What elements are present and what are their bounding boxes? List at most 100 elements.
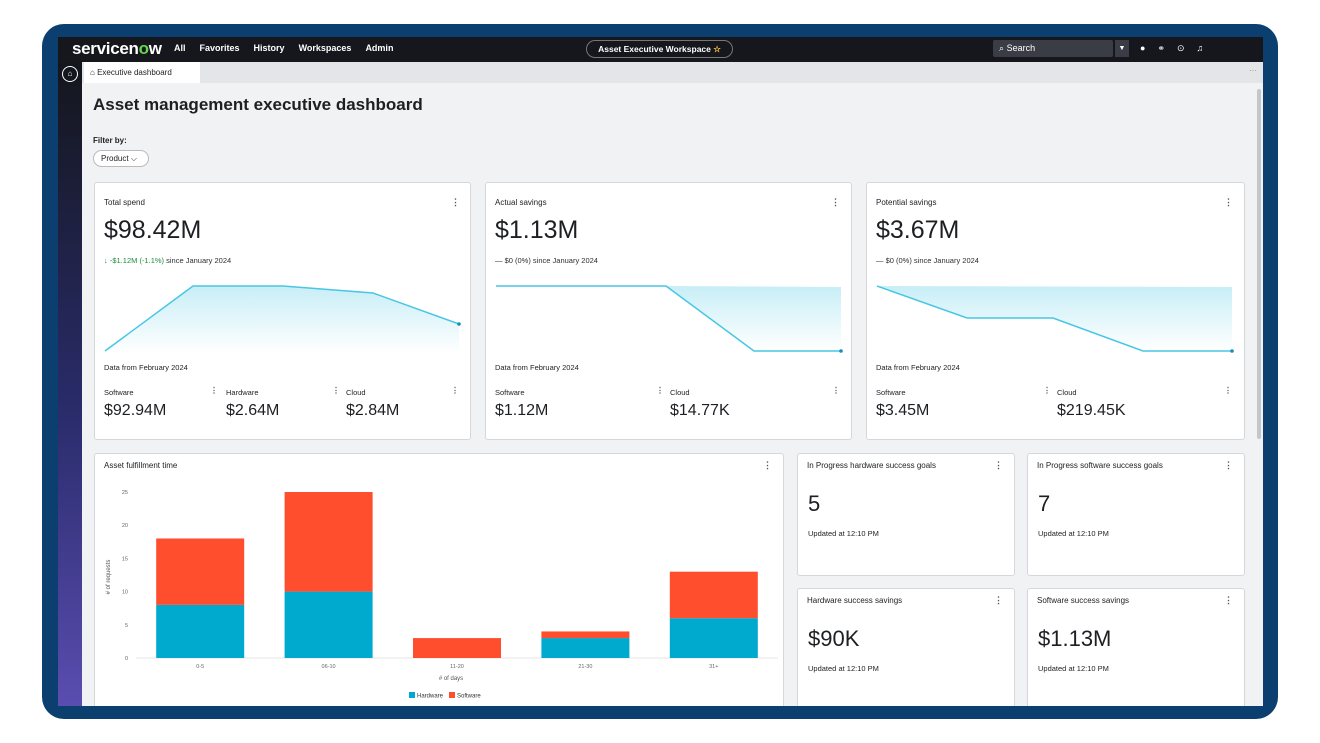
software-value: $1.12M xyxy=(495,402,549,419)
software-kebab-icon[interactable]: ⋮ xyxy=(1043,386,1051,395)
star-icon[interactable]: ☆ xyxy=(713,44,721,54)
updated-label: Updated at 12:10 PM xyxy=(1038,664,1109,673)
total-spend-card: Total spend ⋮ $98.42M ↓ -$1.12M (-1.1%) … xyxy=(94,182,471,440)
nav-admin[interactable]: Admin xyxy=(365,43,394,53)
x-tick-label: 11-20 xyxy=(450,664,464,670)
legend-software-label[interactable]: Software xyxy=(457,694,481,700)
arrow-down-icon: ↓ xyxy=(104,256,108,265)
y-tick-label: 25 xyxy=(122,490,128,496)
kebab-menu-icon[interactable]: ⋮ xyxy=(451,197,460,207)
hardware-savings-value: $90K xyxy=(808,626,860,651)
cloud-value: $2.84M xyxy=(346,402,400,419)
top-navigation-bar: servicenow All Favorites History Workspa… xyxy=(58,37,1263,62)
potential-savings-delta: — $0 (0%) since January 2024 xyxy=(876,256,979,265)
page-title: Asset management executive dashboard xyxy=(93,95,423,114)
software-goals-value: 7 xyxy=(1038,491,1051,516)
search-icon: ⌕ xyxy=(999,43,1005,53)
bar-software-31+[interactable] xyxy=(669,571,758,619)
bar-hardware-06-10[interactable] xyxy=(284,591,373,658)
servicenow-logo[interactable]: servicenow xyxy=(72,39,162,58)
card-title: In Progress hardware success goals xyxy=(807,461,936,470)
bar-software-06-10[interactable] xyxy=(284,492,373,592)
y-axis-label: # of requests xyxy=(106,560,112,595)
more-icon[interactable]: ··· xyxy=(1249,66,1257,75)
card-title: Potential savings xyxy=(876,198,937,207)
x-axis-label: # of days xyxy=(439,676,463,682)
legend-hardware-swatch xyxy=(409,692,415,698)
product-filter[interactable]: Product ⌵ xyxy=(93,150,149,167)
cloud-label: Cloud xyxy=(670,388,690,397)
hardware-kebab-icon[interactable]: ⋮ xyxy=(332,386,340,395)
filter-label: Filter by: xyxy=(93,136,127,145)
search-scope-dropdown[interactable]: ▼ xyxy=(1115,40,1129,57)
data-from-label: Data from February 2024 xyxy=(876,363,960,372)
kebab-menu-icon[interactable]: ⋮ xyxy=(831,197,840,207)
nav-history[interactable]: History xyxy=(253,43,285,53)
y-tick-label: 0 xyxy=(125,656,128,662)
actual-savings-delta: — $0 (0%) since January 2024 xyxy=(495,256,598,265)
bell-icon[interactable]: ♫ xyxy=(1196,43,1204,53)
software-value: $92.94M xyxy=(104,402,167,419)
legend-hardware-label[interactable]: Hardware xyxy=(417,694,444,700)
data-from-label: Data from February 2024 xyxy=(104,363,188,372)
legend-software-swatch xyxy=(449,692,455,698)
card-title: Hardware success savings xyxy=(807,596,903,605)
cloud-kebab-icon[interactable]: ⋮ xyxy=(832,386,840,395)
kebab-menu-icon[interactable]: ⋮ xyxy=(763,460,772,470)
kebab-menu-icon[interactable]: ⋮ xyxy=(1224,595,1233,605)
software-kebab-icon[interactable]: ⋮ xyxy=(656,386,664,395)
software-savings-value: $1.13M xyxy=(1038,626,1112,651)
kebab-menu-icon[interactable]: ⋮ xyxy=(994,595,1003,605)
workspace-selector[interactable]: Asset Executive Workspace ☆ xyxy=(586,40,733,58)
tab-executive-dashboard[interactable]: ⌂ Executive dashboard xyxy=(84,62,200,83)
bar-software-0-5[interactable] xyxy=(156,538,245,605)
hardware-label: Hardware xyxy=(226,388,259,397)
asset-fulfillment-card: Asset fulfillment time ⋮ 0 5 10 15 20 25 0-5 0… xyxy=(94,453,784,706)
topbar-icons: ● ⚭ ⊙ ♫ xyxy=(1140,43,1203,54)
bar-software-11-20[interactable] xyxy=(413,638,501,658)
kebab-menu-icon[interactable]: ⋮ xyxy=(1224,197,1233,207)
cloud-label: Cloud xyxy=(346,388,366,397)
sidebar: ⌂ xyxy=(58,62,82,706)
x-tick-label: 0-5 xyxy=(196,664,204,670)
card-title: In Progress software success goals xyxy=(1037,461,1163,470)
cloud-label: Cloud xyxy=(1057,388,1077,397)
nav-workspaces[interactable]: Workspaces xyxy=(298,43,352,53)
scroll-thumb[interactable] xyxy=(1257,89,1261,439)
software-kebab-icon[interactable]: ⋮ xyxy=(210,386,218,395)
hardware-goals-value: 5 xyxy=(808,491,821,516)
kebab-menu-icon[interactable]: ⋮ xyxy=(994,460,1003,470)
total-spend-sparkline xyxy=(104,285,461,353)
help-icon[interactable]: ⊙ xyxy=(1176,43,1185,53)
search-input[interactable]: ⌕ Search xyxy=(993,40,1113,57)
screen: servicenow All Favorites History Workspa… xyxy=(58,37,1263,706)
globe-icon[interactable]: ● xyxy=(1140,43,1146,53)
y-tick-label: 15 xyxy=(122,556,128,562)
cloud-kebab-icon[interactable]: ⋮ xyxy=(1224,386,1232,395)
bar-software-21-30[interactable] xyxy=(541,631,630,639)
home-icon[interactable]: ⌂ xyxy=(62,66,78,82)
potential-savings-sparkline xyxy=(876,285,1234,353)
software-label: Software xyxy=(104,388,134,397)
hardware-savings-card: Hardware success savings ⋮ $90K Updated … xyxy=(797,588,1015,706)
chevron-down-icon: ⌵ xyxy=(130,154,137,163)
chat-icon[interactable]: ⚭ xyxy=(1157,43,1165,53)
kebab-menu-icon[interactable]: ⋮ xyxy=(1224,460,1233,470)
updated-label: Updated at 12:10 PM xyxy=(808,664,879,673)
fulfillment-chart: 0 5 10 15 20 25 0-5 06-10 11-20 21-30 31+ # of re… xyxy=(106,490,778,700)
cloud-kebab-icon[interactable]: ⋮ xyxy=(451,386,459,395)
nav-all[interactable]: All xyxy=(174,43,186,53)
software-label: Software xyxy=(495,388,525,397)
nav-favorites[interactable]: Favorites xyxy=(199,43,240,53)
vertical-scrollbar[interactable] xyxy=(1255,83,1263,706)
software-value: $3.45M xyxy=(876,402,930,419)
card-title: Software success savings xyxy=(1037,596,1130,605)
chart-title: Asset fulfillment time xyxy=(104,461,178,470)
bar-hardware-21-30[interactable] xyxy=(541,638,630,658)
hardware-value: $2.64M xyxy=(226,402,280,419)
card-title: Actual savings xyxy=(495,198,547,207)
bar-hardware-0-5[interactable] xyxy=(156,604,245,658)
dashboard-content: Asset management executive dashboard Fil… xyxy=(82,83,1255,706)
bar-hardware-31+[interactable] xyxy=(669,618,758,658)
software-savings-card: Software success savings ⋮ $1.13M Update… xyxy=(1027,588,1245,706)
